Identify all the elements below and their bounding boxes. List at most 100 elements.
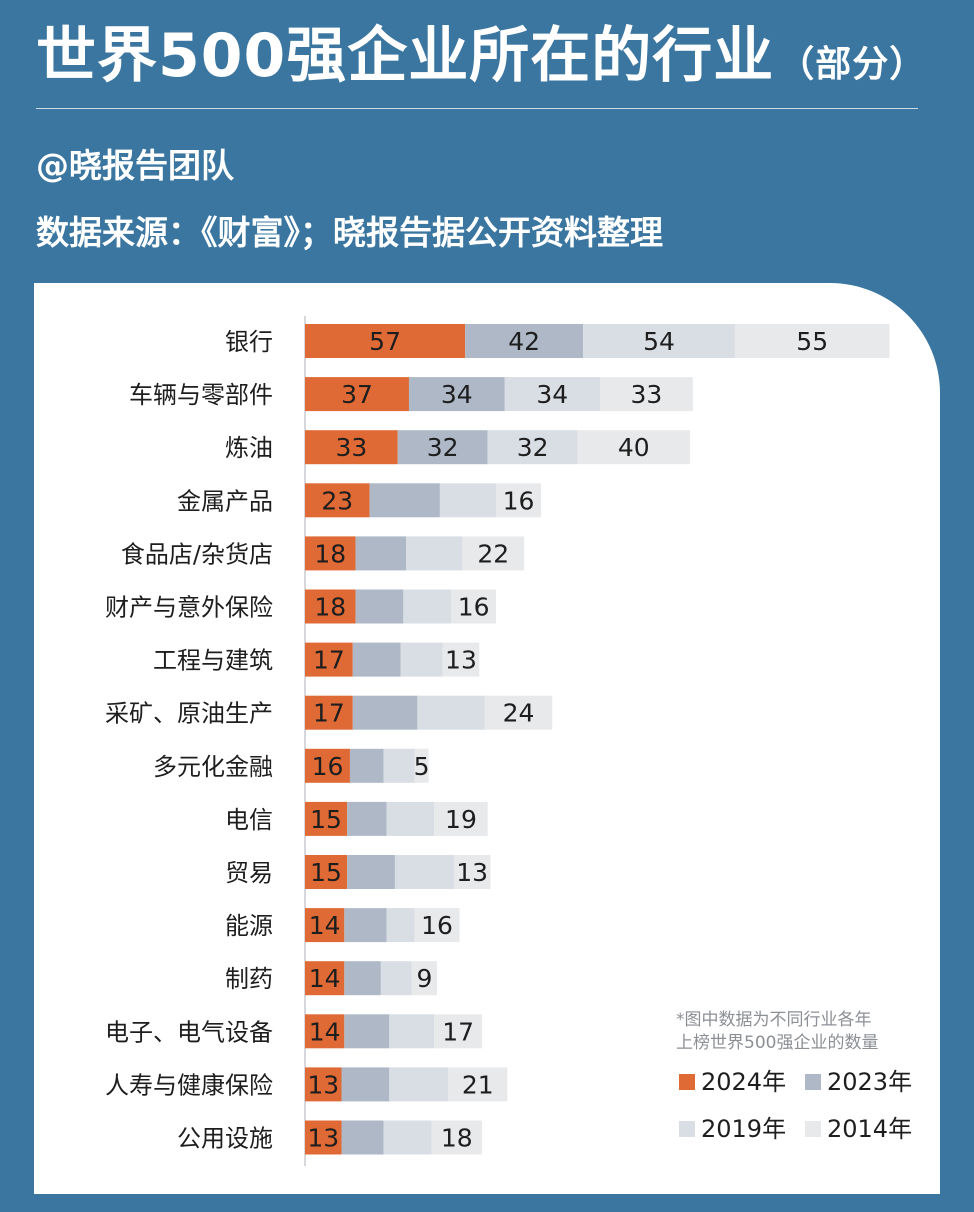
category-label: 多元化金融: [153, 753, 273, 781]
legend-label-2014: 2014年: [827, 1115, 912, 1143]
chart-title: 世界500强企业所在的行业 （部分）: [36, 14, 926, 107]
legend-label-2023: 2023年: [827, 1068, 912, 1096]
value-label-2024: 13: [307, 1124, 339, 1153]
value-label-2014: 55: [796, 327, 828, 356]
bar-2019: [386, 908, 415, 943]
value-label-2014: 17: [442, 1017, 474, 1046]
category-label: 炼油: [225, 434, 273, 462]
footnote-line: *图中数据为不同行业各年: [676, 1010, 872, 1030]
bar-2014: [431, 1120, 483, 1155]
bar-2024: [305, 483, 370, 518]
bar-2014: [434, 801, 488, 836]
bar-2014: [414, 908, 460, 943]
category-label: 电子、电气设备: [105, 1018, 273, 1046]
bar-2014: [411, 961, 438, 996]
value-label-2014: 22: [477, 539, 509, 568]
category-label: 制药: [225, 965, 273, 993]
chart-title-text: 世界500强企业所在的行业: [36, 21, 775, 91]
bar-2014: [442, 642, 480, 677]
bar-2023: [352, 695, 418, 730]
bar-2019: [487, 430, 578, 465]
value-label-2014: 16: [503, 486, 535, 515]
bar-2014: [451, 589, 497, 624]
bar-2024: [305, 855, 348, 889]
value-label-2019: 32: [517, 433, 549, 462]
bar-2014: [434, 1014, 483, 1049]
bar-2014: [448, 1067, 508, 1102]
bar-2014: [453, 855, 491, 889]
value-label-2023: 32: [427, 433, 459, 462]
category-label: 贸易: [225, 859, 273, 887]
value-label-2023: 42: [508, 327, 540, 356]
value-label-2014: 24: [503, 699, 535, 728]
bar-2024: [305, 961, 345, 996]
bar-2024: [305, 908, 345, 943]
bar-2023: [344, 961, 381, 996]
bar-2019: [394, 855, 454, 889]
category-label: 银行: [225, 328, 273, 356]
bar-2024: [305, 642, 353, 677]
category-label: 人寿与健康保险: [105, 1071, 273, 1099]
value-label-2024: 57: [369, 327, 401, 356]
category-label: 车辆与零部件: [129, 381, 273, 409]
bar-2019: [417, 695, 485, 730]
value-label-2024: 13: [307, 1070, 339, 1099]
category-label: 财产与意外保险: [105, 594, 273, 622]
value-label-2014: 40: [618, 433, 650, 462]
bar-2019: [389, 1014, 435, 1049]
legend-swatch-2023: [805, 1074, 821, 1090]
bar-2014: [414, 748, 429, 783]
value-label-2019: 34: [536, 380, 568, 409]
bar-2023: [347, 855, 395, 889]
value-label-2014: 16: [421, 911, 453, 940]
value-label-2019: 54: [643, 327, 675, 356]
bar-2019: [389, 1067, 449, 1102]
footnote-line: 上榜世界500强企业的数量: [676, 1033, 878, 1053]
bar-2023: [369, 483, 440, 518]
bar-2014: [462, 536, 525, 571]
value-label-2024: 16: [312, 752, 344, 781]
value-label-2024: 17: [313, 699, 345, 728]
category-label: 能源: [225, 912, 273, 940]
bar-2024: [305, 801, 348, 836]
bar-2023: [408, 377, 505, 412]
bar-2023: [344, 908, 387, 943]
title-divider: [36, 108, 918, 109]
bar-2023: [397, 430, 488, 465]
category-label: 金属产品: [177, 487, 273, 515]
bar-2014: [484, 695, 553, 730]
value-label-2014: 13: [456, 858, 488, 887]
value-label-2024: 18: [314, 593, 346, 622]
bar-2019: [380, 961, 412, 996]
bar-2024: [305, 589, 356, 624]
category-label: 电信: [225, 806, 273, 834]
bar-2019: [504, 377, 601, 412]
bar-2024: [305, 748, 350, 783]
value-label-2024: 14: [309, 1017, 341, 1046]
bar-2014: [577, 430, 690, 465]
value-label-2014: 33: [631, 380, 663, 409]
bar-2019: [383, 1120, 432, 1155]
bar-2024: [305, 1067, 342, 1102]
bar-2024: [305, 377, 409, 412]
category-label: 公用设施: [177, 1125, 273, 1153]
value-label-2014: 21: [462, 1070, 494, 1099]
value-label-2024: 15: [310, 858, 342, 887]
chart-title-suffix: （部分）: [778, 44, 927, 85]
bar-2024: [305, 1014, 345, 1049]
bar-2019: [386, 801, 435, 836]
bar-2023: [349, 748, 384, 783]
value-label-2024: 37: [341, 380, 373, 409]
bar-2014: [734, 324, 890, 358]
bar-2023: [347, 801, 387, 836]
bar-2023: [465, 324, 584, 358]
bar-2023: [355, 589, 404, 624]
value-label-2014: 18: [441, 1124, 473, 1153]
bar-2023: [341, 1120, 384, 1155]
value-label-2014: 5: [414, 752, 430, 781]
bar-2019: [583, 324, 735, 358]
bar-2019: [400, 642, 443, 677]
bar-2019: [403, 589, 452, 624]
value-label-2024: 15: [310, 805, 342, 834]
